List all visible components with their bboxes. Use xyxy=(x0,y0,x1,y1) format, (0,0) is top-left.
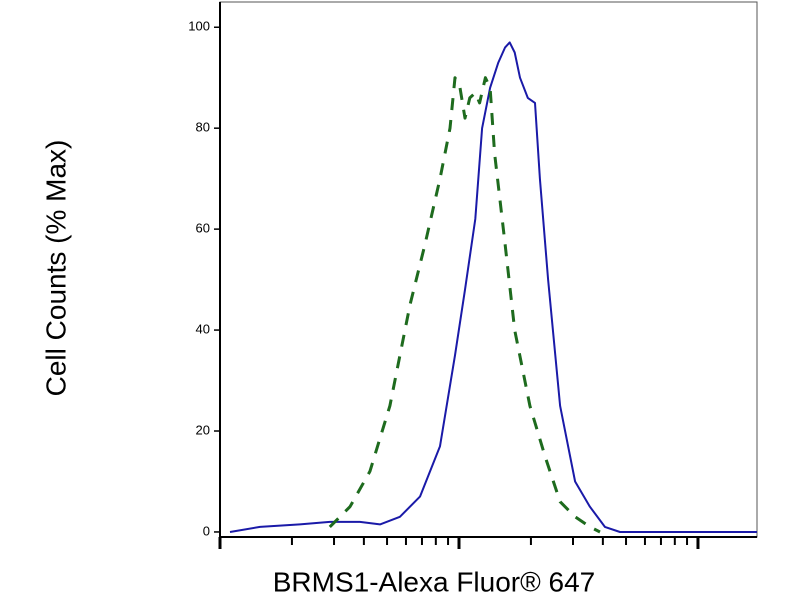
y-tick-label: 60 xyxy=(196,221,210,236)
y-axis-label: Cell Counts (% Max) xyxy=(40,140,71,397)
x-axis-label: BRMS1-Alexa Fluor® 647 xyxy=(273,566,596,597)
y-tick-label: 0 xyxy=(203,523,210,538)
y-tick-label: 80 xyxy=(196,120,210,135)
plot-frame xyxy=(219,1,758,538)
histogram-line xyxy=(229,41,757,533)
y-tick-label: 20 xyxy=(196,422,210,437)
y-tick-label: 40 xyxy=(196,322,210,337)
y-tick-label: 100 xyxy=(188,19,210,34)
histogram-line xyxy=(328,76,601,534)
